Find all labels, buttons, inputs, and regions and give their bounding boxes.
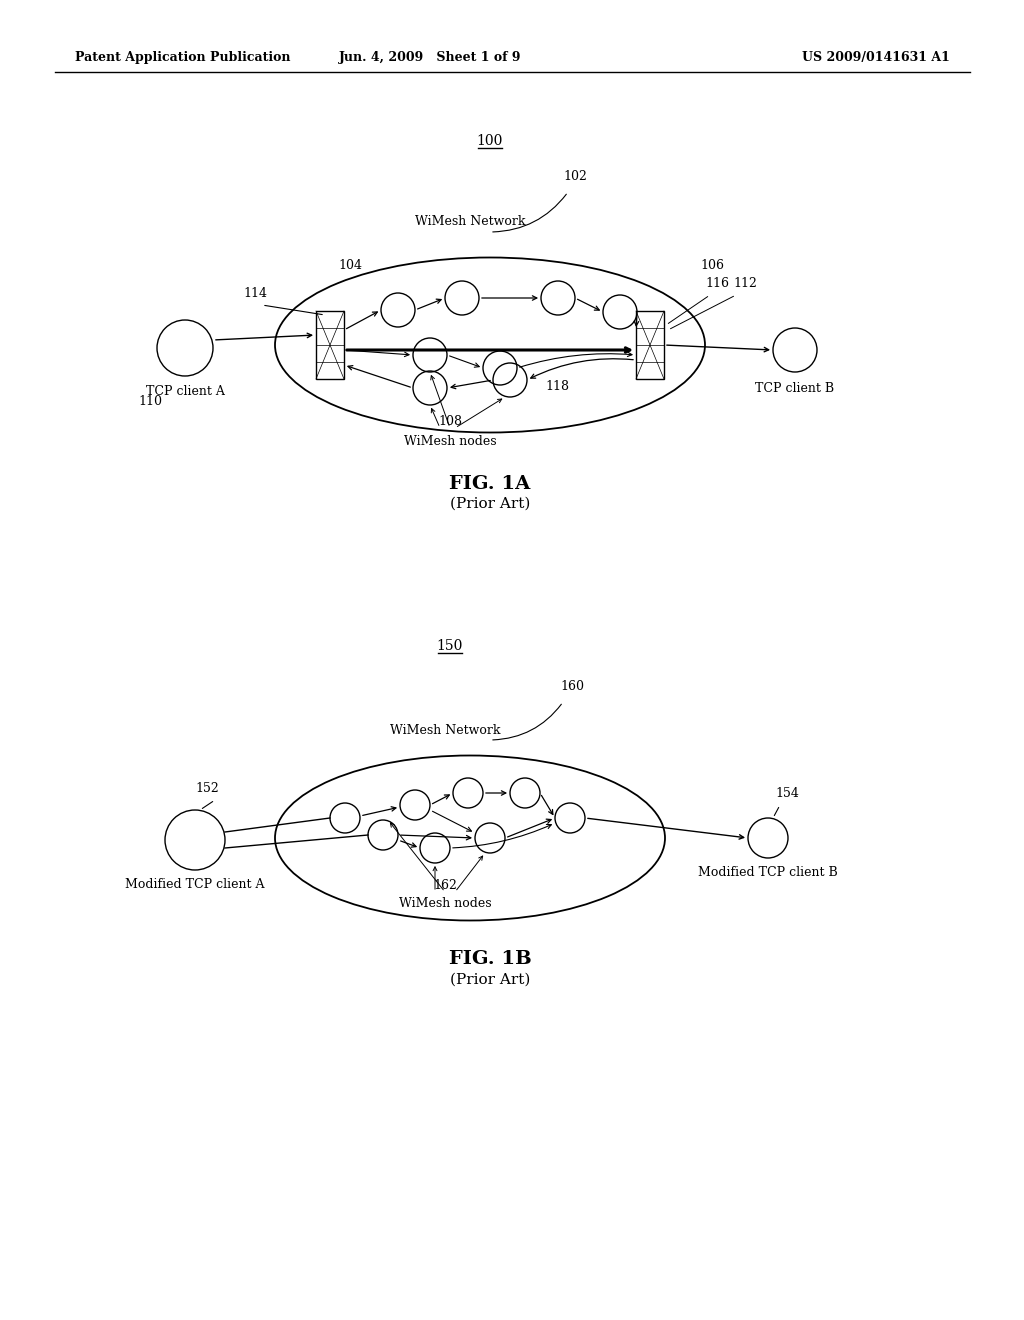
- Text: 154: 154: [775, 787, 799, 800]
- Text: 110: 110: [138, 395, 162, 408]
- Text: FIG. 1A: FIG. 1A: [450, 475, 530, 492]
- Text: WiMesh nodes: WiMesh nodes: [398, 898, 492, 909]
- Text: 100: 100: [477, 135, 503, 148]
- Text: FIG. 1B: FIG. 1B: [449, 950, 531, 968]
- Text: 162: 162: [433, 879, 457, 892]
- Text: 150: 150: [437, 639, 463, 653]
- Text: 112: 112: [733, 277, 757, 290]
- Text: TCP client A: TCP client A: [145, 385, 224, 399]
- Bar: [316, 312, 344, 379]
- Text: 152: 152: [195, 781, 219, 795]
- Text: 116: 116: [705, 277, 729, 290]
- Text: Jun. 4, 2009   Sheet 1 of 9: Jun. 4, 2009 Sheet 1 of 9: [339, 51, 521, 65]
- Text: (Prior Art): (Prior Art): [450, 498, 530, 511]
- Text: WiMesh Network: WiMesh Network: [390, 723, 501, 737]
- Text: 108: 108: [438, 414, 462, 428]
- Text: WiMesh Network: WiMesh Network: [415, 215, 525, 228]
- Text: 114: 114: [243, 286, 267, 300]
- Text: 102: 102: [563, 170, 587, 183]
- Text: 118: 118: [545, 380, 569, 393]
- Text: Modified TCP client B: Modified TCP client B: [698, 866, 838, 879]
- Text: US 2009/0141631 A1: US 2009/0141631 A1: [802, 51, 950, 65]
- Text: Patent Application Publication: Patent Application Publication: [75, 51, 291, 65]
- Text: 160: 160: [560, 680, 584, 693]
- Text: TCP client B: TCP client B: [756, 381, 835, 395]
- Text: WiMesh nodes: WiMesh nodes: [403, 436, 497, 447]
- Text: 106: 106: [700, 259, 724, 272]
- Text: Modified TCP client A: Modified TCP client A: [125, 878, 265, 891]
- Text: (Prior Art): (Prior Art): [450, 973, 530, 987]
- Bar: [636, 312, 664, 379]
- Text: 104: 104: [338, 259, 362, 272]
